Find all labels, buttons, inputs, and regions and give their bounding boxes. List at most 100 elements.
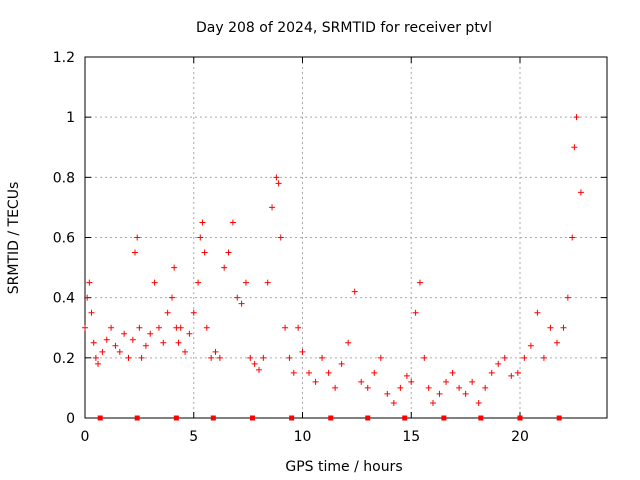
x-tick-label: 20 <box>511 429 529 445</box>
data-point <box>495 360 502 367</box>
x-tick-label: 0 <box>81 429 90 445</box>
zero-marker <box>134 415 140 421</box>
data-point <box>82 324 88 331</box>
data-point <box>225 249 232 256</box>
data-point <box>443 378 450 385</box>
data-point <box>449 369 456 376</box>
data-point <box>95 360 102 367</box>
data-point <box>103 336 110 343</box>
data-point <box>290 369 297 376</box>
data-point <box>306 369 313 376</box>
y-tick-label: 0.8 <box>53 170 75 186</box>
axis-ticks: 0 0.2 0.4 0.6 0.8 1 1.2 0 5 10 15 20 <box>53 50 607 445</box>
data-point <box>508 372 515 379</box>
data-point <box>325 369 332 376</box>
data-point <box>147 330 154 337</box>
data-point <box>577 189 584 196</box>
data-point <box>430 399 436 406</box>
data-point <box>90 339 97 346</box>
data-point <box>421 354 428 361</box>
data-point <box>501 354 508 361</box>
data-point <box>177 324 184 331</box>
y-tick-label: 1 <box>66 110 75 126</box>
data-point <box>416 279 423 286</box>
zero-marker <box>402 415 408 421</box>
zero-marker <box>210 415 216 421</box>
data-point <box>182 348 189 355</box>
zero-marker <box>97 415 103 421</box>
data-point <box>264 279 271 286</box>
data-point <box>275 180 282 187</box>
x-axis-label: GPS time / hours <box>285 459 402 475</box>
data-point <box>242 279 249 286</box>
data-point <box>286 354 293 361</box>
chart-title: Day 208 of 2024, SRMTID for receiver ptv… <box>196 20 492 36</box>
data-point <box>169 294 175 301</box>
data-point <box>155 324 162 331</box>
data-point <box>332 384 339 391</box>
data-point <box>521 354 528 361</box>
data-point <box>534 309 541 316</box>
y-tick-label: 0.4 <box>53 291 75 307</box>
data-point <box>260 354 267 361</box>
zero-marker <box>365 415 371 421</box>
data-point <box>151 279 158 286</box>
data-point <box>436 390 443 397</box>
zero-markers <box>97 415 562 421</box>
data-point <box>132 249 139 256</box>
data-point <box>142 342 149 349</box>
data-point <box>138 354 145 361</box>
x-tick-label: 10 <box>294 429 312 445</box>
data-point <box>116 348 123 355</box>
zero-marker <box>173 415 179 421</box>
zero-marker <box>328 415 334 421</box>
data-point <box>86 279 93 286</box>
data-point <box>397 384 404 391</box>
data-point <box>469 378 476 385</box>
data-series <box>82 114 584 406</box>
data-point <box>92 354 99 361</box>
data-point <box>553 339 560 346</box>
data-point <box>295 324 302 331</box>
data-point <box>129 336 136 343</box>
data-point <box>195 279 202 286</box>
data-point <box>277 234 284 241</box>
data-point <box>571 144 578 151</box>
y-tick-label: 0.6 <box>53 231 75 247</box>
data-point <box>273 174 280 181</box>
data-point <box>199 219 206 226</box>
grid <box>85 57 607 418</box>
data-point <box>371 369 378 376</box>
y-tick-label: 1.2 <box>53 50 75 66</box>
data-point <box>201 249 208 256</box>
data-point <box>527 342 534 349</box>
data-point <box>84 294 91 301</box>
data-point <box>408 378 415 385</box>
data-point <box>377 354 384 361</box>
data-point <box>112 342 119 349</box>
data-point <box>247 354 254 361</box>
data-point <box>88 309 95 316</box>
data-point <box>514 369 521 376</box>
zero-marker <box>441 415 447 421</box>
data-point <box>136 324 143 331</box>
y-axis-label: SRMTID / TECUs <box>6 182 22 295</box>
zero-marker <box>556 415 562 421</box>
zero-marker <box>478 415 484 421</box>
data-point <box>238 300 245 307</box>
data-point <box>160 339 167 346</box>
y-tick-label: 0.2 <box>53 351 75 367</box>
data-point <box>547 324 554 331</box>
data-point <box>390 399 397 406</box>
data-point <box>412 309 419 316</box>
data-point <box>134 234 141 241</box>
data-point <box>256 366 262 373</box>
data-point <box>560 324 567 331</box>
data-point <box>121 330 128 337</box>
data-point <box>564 294 571 301</box>
data-point <box>251 360 258 367</box>
data-point <box>488 369 495 376</box>
data-point <box>319 354 326 361</box>
data-point <box>462 390 469 397</box>
